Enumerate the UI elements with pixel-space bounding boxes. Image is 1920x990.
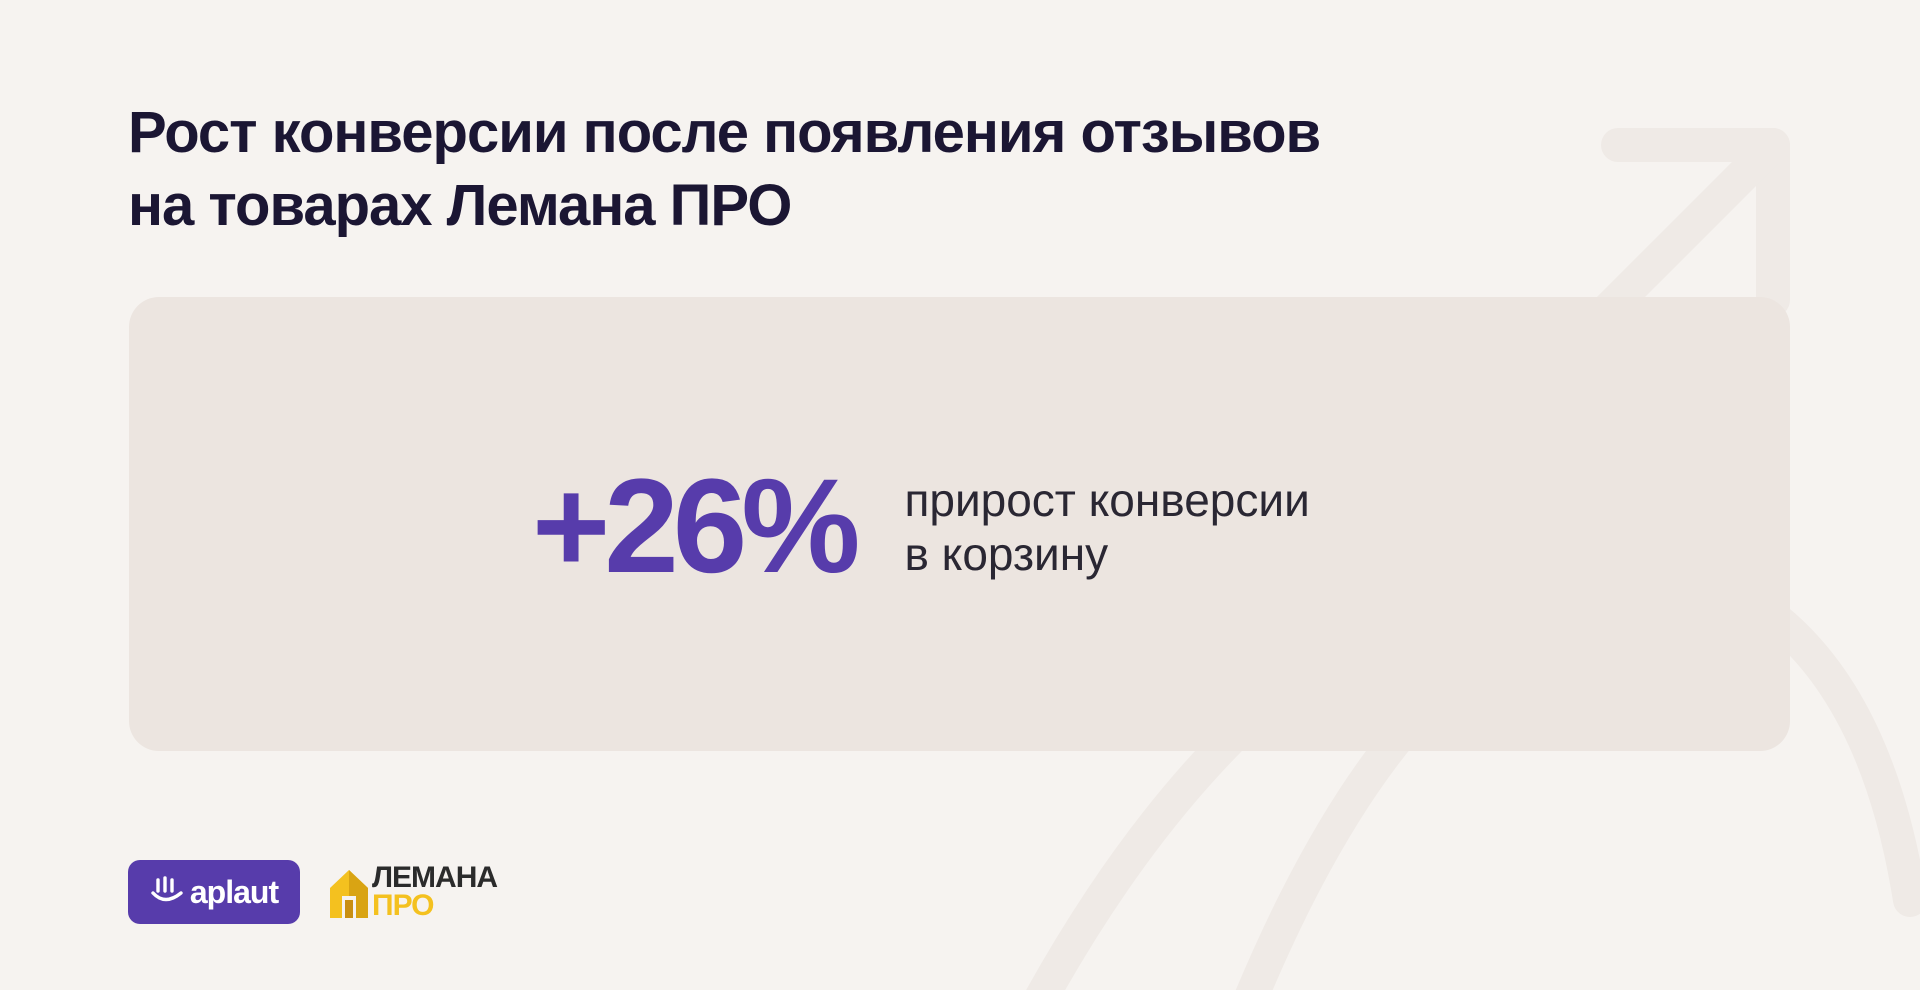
house-icon <box>330 870 368 918</box>
conversion-stat: +26% прирост конверсии в корзину <box>532 452 1310 601</box>
stat-card <box>129 297 1790 751</box>
hand-clap-icon <box>151 876 183 902</box>
title-line-2: на товарах Лемана ПРО <box>128 173 792 238</box>
stat-label-line-2: в корзину <box>904 528 1109 580</box>
title-line-1: Рост конверсии после появления отзывов <box>128 100 1321 165</box>
lemana-wordmark-line-2: ПРО <box>372 889 435 922</box>
stat-value: +26% <box>532 452 860 601</box>
aplaut-logo: aplaut <box>128 860 300 924</box>
lemana-pro-logo: ЛЕМАНА ПРО <box>328 861 498 922</box>
page-title: Рост конверсии после появления отзывов н… <box>128 96 1321 242</box>
lemana-wordmark-line-1: ЛЕМАНА <box>372 861 498 894</box>
stat-label: прирост конверсии в корзину <box>904 473 1309 581</box>
aplaut-wordmark: aplaut <box>189 873 279 910</box>
stat-label-line-1: прирост конверсии <box>904 474 1310 526</box>
